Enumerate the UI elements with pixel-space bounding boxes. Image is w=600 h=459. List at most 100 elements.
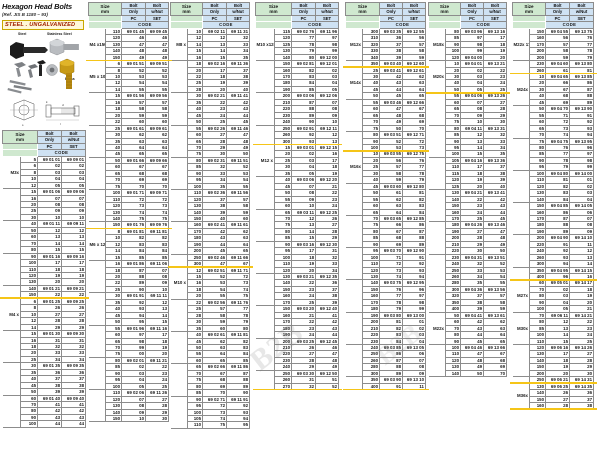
table-row[interactable]: 115 18 38 [429,169,508,178]
table-row[interactable]: 140 80 69 12 00 [256,53,340,62]
table-row[interactable]: 300 69 04 36 69 13 56 [428,285,508,313]
table-row[interactable]: 90 52 72 [346,137,427,146]
table-row[interactable]: 90 69 02 71 69 11 91 [170,395,251,429]
table-row[interactable]: 6 02 02 [3,162,87,170]
table-row[interactable]: 70 12 26 [256,214,340,223]
table-row[interactable]: 160 86 06 [513,208,595,216]
table-row[interactable]: 65 28 48 [171,137,251,146]
table-row[interactable]: M14x 25 69 03 41 69 12 61 [345,66,427,100]
table-row[interactable]: 12 05 05 [3,181,87,190]
table-row[interactable]: 10 04 04 [3,175,87,183]
table-row[interactable]: 130 47 47 [89,40,170,49]
table-row[interactable]: 140 48 48 [89,47,170,55]
table-row[interactable]: 180 43 63 [171,234,251,242]
table-row[interactable]: 65 69 03 11 69 12 25 [255,208,340,242]
table-row[interactable]: 140 09 29 [89,408,170,417]
table-row[interactable]: 250 69 03 30 69 12 50 [255,369,340,391]
table-row[interactable]: 260 93 13 [513,253,595,262]
table-row[interactable]: 20 56 76 [346,156,427,165]
table-row[interactable]: 150 69 02 81 69 12 01 [255,60,340,94]
table-row[interactable]: 50 69 01 66 69 09 66 [88,156,170,191]
table-row[interactable]: 80 14 28 [256,227,340,236]
table-row[interactable]: 80 67 87 [346,227,427,236]
table-row[interactable]: 120 73 73 [89,202,170,210]
table-row[interactable]: 50 12 12 [3,226,87,235]
table-row[interactable]: 12 12 32 [171,34,251,42]
table-row[interactable]: 85 68 88 [346,234,427,242]
table-row[interactable]: 130 69 03 21 69 12 35 [255,272,340,307]
table-row[interactable]: 75 70 70 [89,182,170,191]
table-row[interactable]: 250 69 02 91 69 12 11 [255,124,340,145]
table-row[interactable]: 55 09 23 [256,195,340,204]
table-row[interactable]: 150 40 60 [171,214,251,223]
table-row[interactable]: 16 07 07 [3,194,87,203]
table-row[interactable]: 120 46 46 [89,34,170,42]
table-row[interactable]: M6 x 12 8 69 01 81 69 11 81 [88,227,170,262]
table-row[interactable]: 320 37 57 [346,40,427,49]
table-row[interactable]: M30x 70 69 06 11 69 14 21 [512,311,595,346]
table-row[interactable]: 50 61 81 [346,189,427,197]
table-row[interactable]: 190 69 03 80 69 13 00 [345,311,427,346]
table-row[interactable]: 80 69 02 31 69 11 51 [170,156,251,191]
table-row[interactable]: 90 69 89 [346,240,427,249]
table-row[interactable]: M4 x 6 69 01 25 69 09 25 [2,297,87,332]
table-row[interactable]: 65 68 68 [89,169,170,178]
table-row[interactable]: 350 38 58 [429,298,508,307]
table-row[interactable]: 90 98 18 [429,40,508,49]
table-row[interactable]: 120 69 06 16 69 14 26 [512,343,595,378]
table-row[interactable]: 170 22 42 [256,318,340,326]
table-row[interactable]: 140 39 59 [171,208,251,216]
table-row[interactable]: 110 17 37 [429,163,508,171]
table-row[interactable]: 100 99 19 [429,47,508,55]
table-row[interactable]: 170 57 77 [513,40,595,49]
table-row[interactable]: 350 69 03 90 69 13 10 [345,376,427,391]
table-row[interactable]: 55 62 82 [346,195,427,204]
table-row[interactable]: 14 13 33 [171,40,251,49]
table-row[interactable]: M22x 50 69 04 41 69 13 61 [428,311,508,346]
table-row[interactable]: 120 82 02 [513,182,595,191]
table-row[interactable]: 55 69 02 26 69 11 46 [170,124,251,158]
table-row[interactable]: 90 43 43 [3,413,87,422]
table-row[interactable]: 200 69 03 25 69 12 45 [255,337,340,371]
table-row[interactable]: 10 82 82 [89,234,170,242]
table-row[interactable]: 130 79 99 [256,47,340,55]
table-row[interactable]: 120 07 27 [89,395,170,404]
table-row[interactable]: 75 13 27 [256,221,340,229]
table-row[interactable]: 300 94 14 [513,260,595,268]
table-row[interactable]: 90 78 98 [513,156,595,165]
table-row[interactable]: 55 69 03 46 69 12 66 [345,98,427,133]
table-row[interactable]: 230 84 04 [346,337,427,346]
table-row[interactable]: 95 69 03 70 69 12 90 [345,247,427,281]
table-row[interactable]: M5 x 10 6 69 01 51 69 09 51 [88,60,170,94]
table-row[interactable]: 30 04 18 [256,163,340,171]
table-row[interactable]: 80 76 96 [513,143,595,152]
table-row[interactable]: 30 62 62 [89,131,170,139]
table-row[interactable]: 80 69 02 01 69 11 21 [88,356,170,391]
table-row[interactable]: 70 69 03 65 69 12 85 [345,214,427,249]
table-row[interactable]: 240 69 03 85 69 13 05 [345,343,427,378]
table-row[interactable]: 180 88 08 [513,221,595,229]
table-row[interactable]: 55 69 04 06 69 13 26 [428,92,508,126]
table-row[interactable]: 80 69 04 11 69 13 31 [428,124,508,158]
table-row[interactable]: 130 49 69 [429,363,508,371]
table-row[interactable]: 20 08 08 [3,200,87,209]
table-row[interactable]: 95 79 99 [513,163,595,171]
table-row[interactable]: 30 69 01 91 69 11 11 [88,292,170,326]
table-row[interactable]: 55 69 01 96 69 11 16 [88,324,170,358]
table-row[interactable]: 60 69 01 40 69 09 40 [2,394,87,428]
table-row[interactable]: 25 03 17 [256,156,340,165]
table-row[interactable]: 60 27 47 [171,131,251,139]
table-row[interactable]: 80 69 03 51 69 12 71 [345,131,427,152]
table-row[interactable]: 100 15 35 [429,150,508,158]
table-row[interactable]: 190 85 05 [256,85,340,94]
table-row[interactable]: 75 30 50 [171,150,251,158]
table-row[interactable]: M10 x125 115 69 02 76 69 11 96 [255,27,340,62]
table-row[interactable]: 200 69 04 90 69 14 10 [512,234,595,268]
table-row[interactable]: M10 x 12 69 02 51 69 11 71 [170,266,251,300]
table-row[interactable]: 100 69 04 46 69 13 66 [428,343,508,378]
table-row[interactable]: 100 44 44 [3,420,87,428]
table-row[interactable]: 85 12 32 [429,131,508,139]
table-row[interactable]: 120 69 04 00 20 [429,53,508,62]
table-row[interactable]: 150 69 04 85 69 14 05 [512,202,595,236]
table-row[interactable]: M4 x150 110 69 01 45 69 09 45 [88,27,170,62]
